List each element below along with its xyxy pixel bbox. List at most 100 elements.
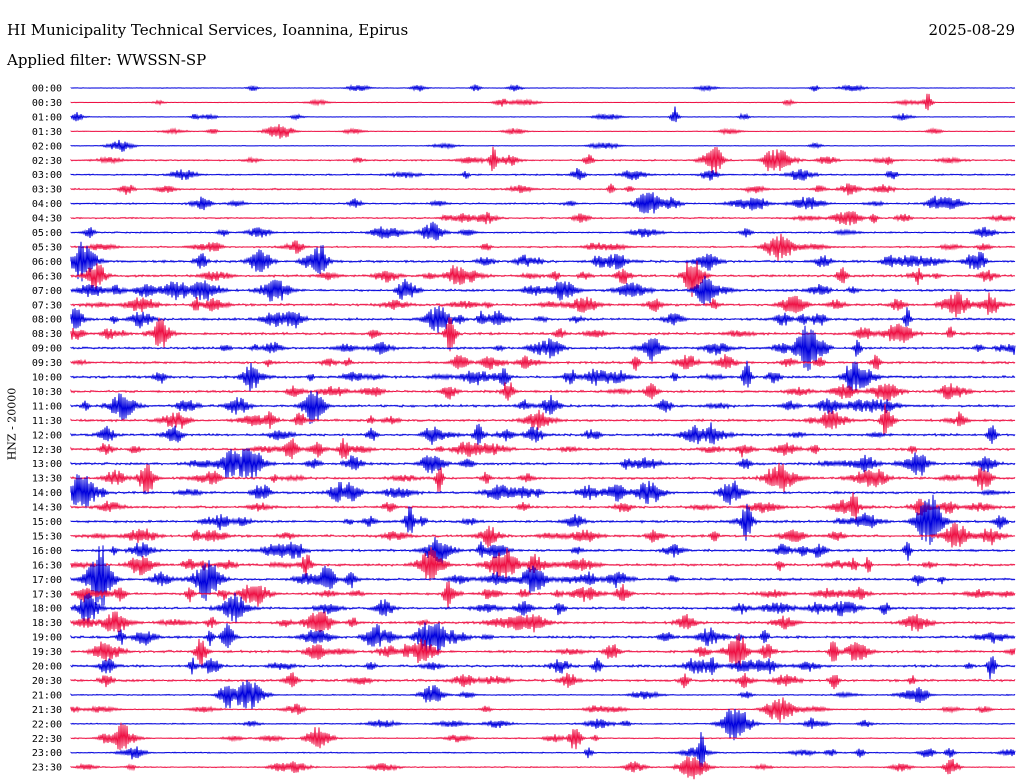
seismic-trace (70, 124, 1016, 139)
time-tick-label: 03:30 (32, 185, 62, 196)
time-tick-label: 23:30 (32, 763, 62, 774)
filter-label: Applied filter: WWSSN-SP (7, 51, 207, 69)
seismic-trace (70, 106, 1016, 123)
seismic-trace (70, 422, 1016, 445)
time-tick-label: 16:00 (32, 546, 62, 557)
time-tick-label: 19:00 (32, 633, 62, 644)
time-tick-label: 05:30 (32, 242, 62, 253)
seismic-trace (70, 241, 1016, 282)
time-tick-label: 09:00 (32, 344, 62, 355)
seismic-trace (70, 354, 1016, 371)
time-tick-label: 21:30 (32, 705, 62, 716)
time-tick-label: 14:00 (32, 488, 62, 499)
time-tick-label: 03:00 (32, 170, 62, 181)
time-tick-label: 11:00 (32, 401, 62, 412)
time-tick-label: 07:00 (32, 286, 62, 297)
time-tick-label: 07:30 (32, 300, 62, 311)
seismic-trace (70, 697, 1016, 723)
time-tick-label: 22:00 (32, 719, 62, 730)
seismic-trace (70, 275, 1016, 306)
time-tick-label: 20:30 (32, 676, 62, 687)
time-tick-label: 00:00 (32, 84, 62, 95)
seismic-trace (70, 462, 1016, 494)
seismic-trace (70, 656, 1016, 680)
seismic-trace (70, 722, 1016, 750)
seismic-trace (70, 221, 1016, 241)
time-tick-label: 01:00 (32, 112, 62, 123)
time-tick-label: 19:30 (32, 647, 62, 658)
seismic-trace (70, 732, 1016, 770)
time-tick-label: 12:30 (32, 445, 62, 456)
seismic-trace (70, 390, 1016, 424)
seismic-trace (70, 474, 1016, 509)
seismic-trace (70, 622, 1016, 656)
time-tick-label: 11:30 (32, 416, 62, 427)
time-tick-label: 10:00 (32, 373, 62, 384)
seismic-trace (70, 611, 1016, 633)
time-tick-label: 14:30 (32, 503, 62, 514)
seismic-trace (70, 547, 1016, 581)
seismic-trace (70, 325, 1016, 371)
time-tick-label: 12:00 (32, 430, 62, 441)
seismic-trace (70, 537, 1016, 564)
seismic-trace (70, 360, 1016, 392)
seismic-trace (70, 146, 1016, 176)
time-tick-label: 02:30 (32, 156, 62, 167)
seismic-trace (70, 291, 1016, 318)
time-tick-label: 08:30 (32, 329, 62, 340)
time-tick-label: 17:00 (32, 575, 62, 586)
seismic-trace (70, 139, 1016, 152)
seismic-trace (70, 382, 1016, 401)
time-tick-label: 16:30 (32, 560, 62, 571)
time-tick-label: 15:00 (32, 517, 62, 528)
time-tick-label: 08:00 (32, 315, 62, 326)
time-tick-label: 21:00 (32, 690, 62, 701)
time-tick-label: 22:30 (32, 734, 62, 745)
time-tick-label: 18:30 (32, 618, 62, 629)
record-date: 2025-08-29 (928, 21, 1015, 39)
seismic-trace (70, 168, 1016, 181)
seismic-trace (70, 93, 1016, 111)
seismic-trace (70, 211, 1016, 226)
time-tick-label: 04:30 (32, 214, 62, 225)
seismic-trace (70, 438, 1016, 460)
seismic-trace (70, 192, 1016, 214)
time-tick-label: 20:00 (32, 662, 62, 673)
time-tick-label: 09:30 (32, 358, 62, 369)
seismic-trace (70, 260, 1016, 297)
seismic-trace (70, 634, 1016, 668)
time-tick-label: 00:30 (32, 98, 62, 109)
seismic-trace (70, 233, 1016, 261)
seismic-trace (70, 545, 1016, 606)
time-tick-label: 06:30 (32, 271, 62, 282)
seismic-trace (70, 672, 1016, 690)
time-tick-label: 06:00 (32, 257, 62, 268)
time-tick-label: 17:30 (32, 589, 62, 600)
time-tick-label: 15:30 (32, 531, 62, 542)
time-tick-label: 04:00 (32, 199, 62, 210)
seismic-trace (70, 522, 1016, 548)
seismic-trace (70, 183, 1016, 196)
time-tick-label: 01:30 (32, 127, 62, 138)
time-tick-label: 10:30 (32, 387, 62, 398)
seismic-trace (70, 679, 1016, 710)
seismic-trace (70, 317, 1016, 352)
seismic-trace (70, 494, 1016, 545)
time-tick-label: 02:00 (32, 141, 62, 152)
time-tick-label: 13:30 (32, 474, 62, 485)
station-title: HI Municipality Technical Services, Ioan… (7, 21, 409, 39)
time-tick-label: 18:00 (32, 604, 62, 615)
seismic-trace (70, 448, 1016, 480)
seismic-trace (70, 492, 1016, 521)
time-tick-label: 13:00 (32, 459, 62, 470)
seismic-trace (70, 306, 1016, 333)
seismic-trace (70, 581, 1016, 608)
time-tick-label: 23:00 (32, 748, 62, 759)
seismic-trace (70, 592, 1016, 623)
seismic-trace (70, 83, 1016, 93)
time-tick-label: 05:00 (32, 228, 62, 239)
seismic-trace (70, 708, 1016, 741)
seismic-trace (70, 404, 1016, 437)
seismic-trace (70, 756, 1016, 780)
